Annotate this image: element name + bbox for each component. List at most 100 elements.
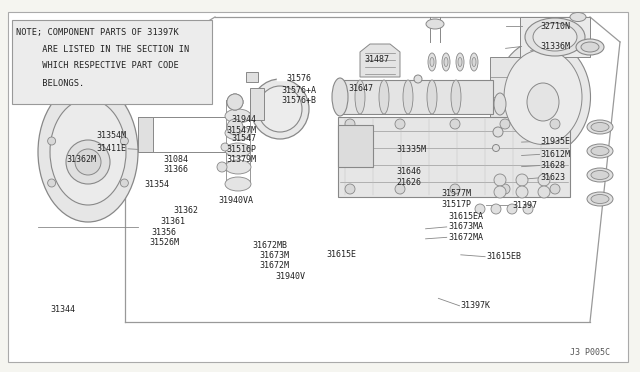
Ellipse shape xyxy=(581,42,599,52)
Ellipse shape xyxy=(587,120,613,134)
Circle shape xyxy=(227,94,243,110)
Ellipse shape xyxy=(38,82,138,222)
Circle shape xyxy=(500,119,510,129)
Ellipse shape xyxy=(444,58,448,67)
Text: WHICH RESPECTIVE PART CODE: WHICH RESPECTIVE PART CODE xyxy=(16,61,179,71)
Ellipse shape xyxy=(430,58,434,67)
Ellipse shape xyxy=(442,53,450,71)
Circle shape xyxy=(550,119,560,129)
Text: 31672MA: 31672MA xyxy=(448,233,483,242)
Text: 32710N: 32710N xyxy=(541,22,571,31)
Ellipse shape xyxy=(591,195,609,203)
Ellipse shape xyxy=(494,93,506,115)
Bar xyxy=(338,80,493,114)
Ellipse shape xyxy=(50,99,126,205)
Ellipse shape xyxy=(587,168,613,182)
Circle shape xyxy=(395,119,405,129)
Circle shape xyxy=(475,204,485,214)
Ellipse shape xyxy=(587,144,613,158)
Ellipse shape xyxy=(379,80,389,114)
Ellipse shape xyxy=(591,122,609,131)
Circle shape xyxy=(345,184,355,194)
Ellipse shape xyxy=(225,109,251,123)
Text: 31397K: 31397K xyxy=(461,301,491,310)
Circle shape xyxy=(523,204,533,214)
Text: 31672MB: 31672MB xyxy=(253,241,288,250)
Ellipse shape xyxy=(225,143,251,157)
Circle shape xyxy=(507,204,517,214)
Text: 31615EA: 31615EA xyxy=(448,212,483,221)
Circle shape xyxy=(450,184,460,194)
Ellipse shape xyxy=(495,39,591,154)
Text: 31673MA: 31673MA xyxy=(448,222,483,231)
Text: 31361: 31361 xyxy=(161,217,186,226)
Ellipse shape xyxy=(428,53,436,71)
Ellipse shape xyxy=(576,39,604,55)
Polygon shape xyxy=(360,44,400,77)
Text: 31526M: 31526M xyxy=(149,238,179,247)
Circle shape xyxy=(345,119,355,129)
Text: 31576+A: 31576+A xyxy=(282,86,317,94)
Circle shape xyxy=(66,140,110,184)
Bar xyxy=(246,72,258,82)
Text: 31612M: 31612M xyxy=(541,150,571,159)
Text: 31356: 31356 xyxy=(151,228,176,237)
Ellipse shape xyxy=(355,80,365,114)
Text: 31411E: 31411E xyxy=(97,144,127,153)
Circle shape xyxy=(500,184,510,194)
Text: 31940V: 31940V xyxy=(275,272,305,280)
Text: 31547M: 31547M xyxy=(226,126,256,135)
Circle shape xyxy=(493,144,499,151)
Text: 31623: 31623 xyxy=(541,173,566,182)
Ellipse shape xyxy=(251,79,309,139)
Bar xyxy=(338,125,373,167)
Text: 31344: 31344 xyxy=(50,305,76,314)
Text: 31084: 31084 xyxy=(164,155,189,164)
Ellipse shape xyxy=(591,170,609,180)
Text: 31336M: 31336M xyxy=(541,42,571,51)
Ellipse shape xyxy=(427,80,437,114)
Circle shape xyxy=(217,162,227,172)
Text: J3 P005C: J3 P005C xyxy=(570,348,610,357)
Circle shape xyxy=(227,94,243,110)
Ellipse shape xyxy=(587,192,613,206)
Circle shape xyxy=(538,174,550,186)
Ellipse shape xyxy=(451,80,461,114)
Text: 31397: 31397 xyxy=(512,201,537,210)
Circle shape xyxy=(47,179,56,187)
Bar xyxy=(250,88,264,120)
Text: 31647: 31647 xyxy=(349,84,374,93)
Text: 31672M: 31672M xyxy=(259,262,289,270)
Text: 21626: 21626 xyxy=(397,178,422,187)
Ellipse shape xyxy=(225,126,251,140)
Circle shape xyxy=(516,174,528,186)
Polygon shape xyxy=(338,117,570,197)
Text: 31335M: 31335M xyxy=(397,145,427,154)
Circle shape xyxy=(75,149,101,175)
Text: 31516P: 31516P xyxy=(226,145,256,154)
Ellipse shape xyxy=(591,147,609,155)
Text: 31628: 31628 xyxy=(541,161,566,170)
Ellipse shape xyxy=(504,49,582,144)
Ellipse shape xyxy=(470,53,478,71)
Text: 31547: 31547 xyxy=(231,134,256,143)
Ellipse shape xyxy=(472,58,476,67)
Text: 31487: 31487 xyxy=(365,55,390,64)
Text: NOTE; COMPONENT PARTS OF 31397K: NOTE; COMPONENT PARTS OF 31397K xyxy=(16,28,179,36)
Polygon shape xyxy=(520,17,590,57)
Circle shape xyxy=(227,94,243,110)
Circle shape xyxy=(494,186,506,198)
Text: ARE LISTED IN THE SECTION IN: ARE LISTED IN THE SECTION IN xyxy=(16,45,189,54)
Bar xyxy=(490,57,545,137)
Ellipse shape xyxy=(403,80,413,114)
Text: 31615EB: 31615EB xyxy=(486,252,522,261)
Text: 31940VA: 31940VA xyxy=(219,196,254,205)
Text: 31615E: 31615E xyxy=(326,250,356,259)
Circle shape xyxy=(516,186,528,198)
Ellipse shape xyxy=(332,78,348,116)
Text: 31935E: 31935E xyxy=(541,137,571,146)
Text: 31673M: 31673M xyxy=(259,251,289,260)
Ellipse shape xyxy=(426,19,444,29)
Text: 31362: 31362 xyxy=(173,206,198,215)
Text: 31366: 31366 xyxy=(164,165,189,174)
